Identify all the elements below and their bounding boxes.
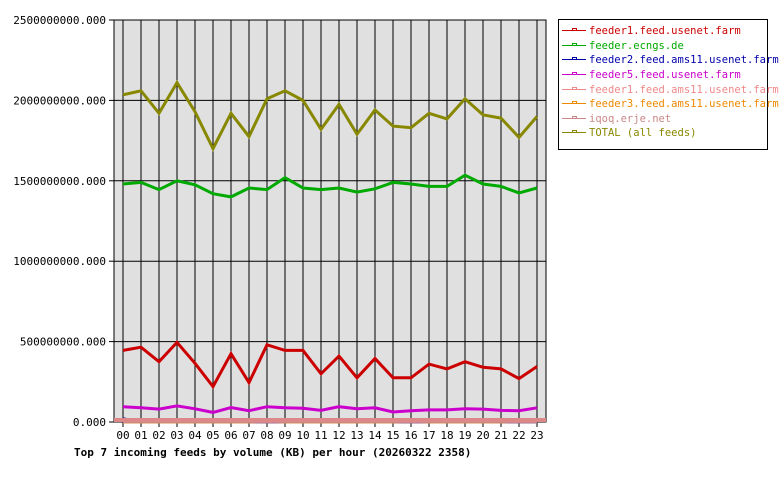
legend-item: feeder3.feed.ams11.usenet.farm xyxy=(559,97,779,112)
legend-item: feeder.ecngs.de xyxy=(559,39,767,54)
legend-label: TOTAL (all feeds) xyxy=(589,127,697,140)
legend-line-marker-icon xyxy=(562,114,586,124)
x-tick-label: 21 xyxy=(494,429,507,442)
legend-item: feeder2.feed.ams11.usenet.farm xyxy=(559,53,779,68)
x-tick-label: 03 xyxy=(170,429,183,442)
x-tick-label: 17 xyxy=(422,429,435,442)
y-tick-label: 1000000000.000 xyxy=(13,255,106,268)
y-tick-label: 500000000.000 xyxy=(20,336,106,349)
y-tick-label: 2000000000.000 xyxy=(13,94,106,107)
x-tick-label: 22 xyxy=(512,429,525,442)
x-tick-label: 09 xyxy=(278,429,291,442)
legend: feeder1.feed.usenet.farm feeder.ecngs.de f… xyxy=(558,19,779,150)
baseline-series-band xyxy=(114,418,546,422)
legend-item: feeder1.feed.usenet.farm xyxy=(559,24,767,39)
x-tick-label: 18 xyxy=(440,429,453,442)
legend-line-marker-icon xyxy=(562,85,586,95)
data-series xyxy=(114,79,546,424)
x-tick-label: 10 xyxy=(296,429,309,442)
x-tick-label: 12 xyxy=(332,429,345,442)
legend-label: feeder3.feed.ams11.usenet.farm xyxy=(589,98,779,111)
x-tick-label: 04 xyxy=(188,429,202,442)
series-line xyxy=(122,79,539,152)
legend-line-marker-icon xyxy=(562,99,586,109)
legend-line-marker-icon xyxy=(562,128,586,138)
legend-item: TOTAL (all feeds) xyxy=(559,126,767,141)
legend-line-marker-icon xyxy=(562,41,586,51)
legend-label: feeder.ecngs.de xyxy=(589,39,684,52)
legend-item: feeder1.feed.ams11.usenet.farm xyxy=(559,82,779,97)
legend-label: feeder1.feed.ams11.usenet.farm xyxy=(589,83,779,96)
legend-label: iqoq.erje.net xyxy=(589,112,672,125)
x-tick-label: 01 xyxy=(134,429,147,442)
x-tick-label: 23 xyxy=(530,429,543,442)
series-line xyxy=(122,340,538,390)
legend-label: feeder5.feed.usenet.farm xyxy=(589,69,741,82)
x-tick-label: 20 xyxy=(476,429,489,442)
legend-item: iqoq.erje.net xyxy=(559,112,767,127)
x-tick-label: 19 xyxy=(458,429,471,442)
series-line xyxy=(122,404,538,414)
x-tick-label: 07 xyxy=(242,429,255,442)
legend-line-marker-icon xyxy=(562,55,586,65)
y-tick-label: 2500000000.000 xyxy=(13,14,106,27)
x-tick-label: 14 xyxy=(368,429,382,442)
legend-label: feeder1.feed.usenet.farm xyxy=(589,25,741,38)
y-tick-label: 1500000000.000 xyxy=(13,175,106,188)
x-tick-label: 11 xyxy=(314,429,327,442)
legend-label: feeder2.feed.ams11.usenet.farm xyxy=(589,54,779,67)
legend-item: feeder5.feed.usenet.farm xyxy=(559,68,767,83)
x-tick-label: 06 xyxy=(224,429,237,442)
legend-line-marker-icon xyxy=(562,26,586,36)
chart-title: Top 7 incoming feeds by volume (KB) per … xyxy=(74,446,471,459)
y-axis-ticks: 0.000 500000000.000 1000000000.000 15000000… xyxy=(13,14,114,429)
x-axis-ticks: 00 01 02 03 04 05 06 07 08 09 10 11 12 13 14 15 16 17 18 19… xyxy=(116,422,544,442)
legend-line-marker-icon xyxy=(562,70,586,80)
y-tick-label: 0.000 xyxy=(73,416,106,429)
x-tick-label: 02 xyxy=(152,429,165,442)
x-tick-label: 13 xyxy=(350,429,363,442)
x-tick-label: 00 xyxy=(116,429,129,442)
x-tick-label: 15 xyxy=(386,429,399,442)
plot-area xyxy=(113,19,547,423)
x-tick-label: 08 xyxy=(260,429,273,442)
series-line xyxy=(122,173,538,199)
x-tick-label: 16 xyxy=(404,429,417,442)
x-tick-label: 05 xyxy=(206,429,219,442)
